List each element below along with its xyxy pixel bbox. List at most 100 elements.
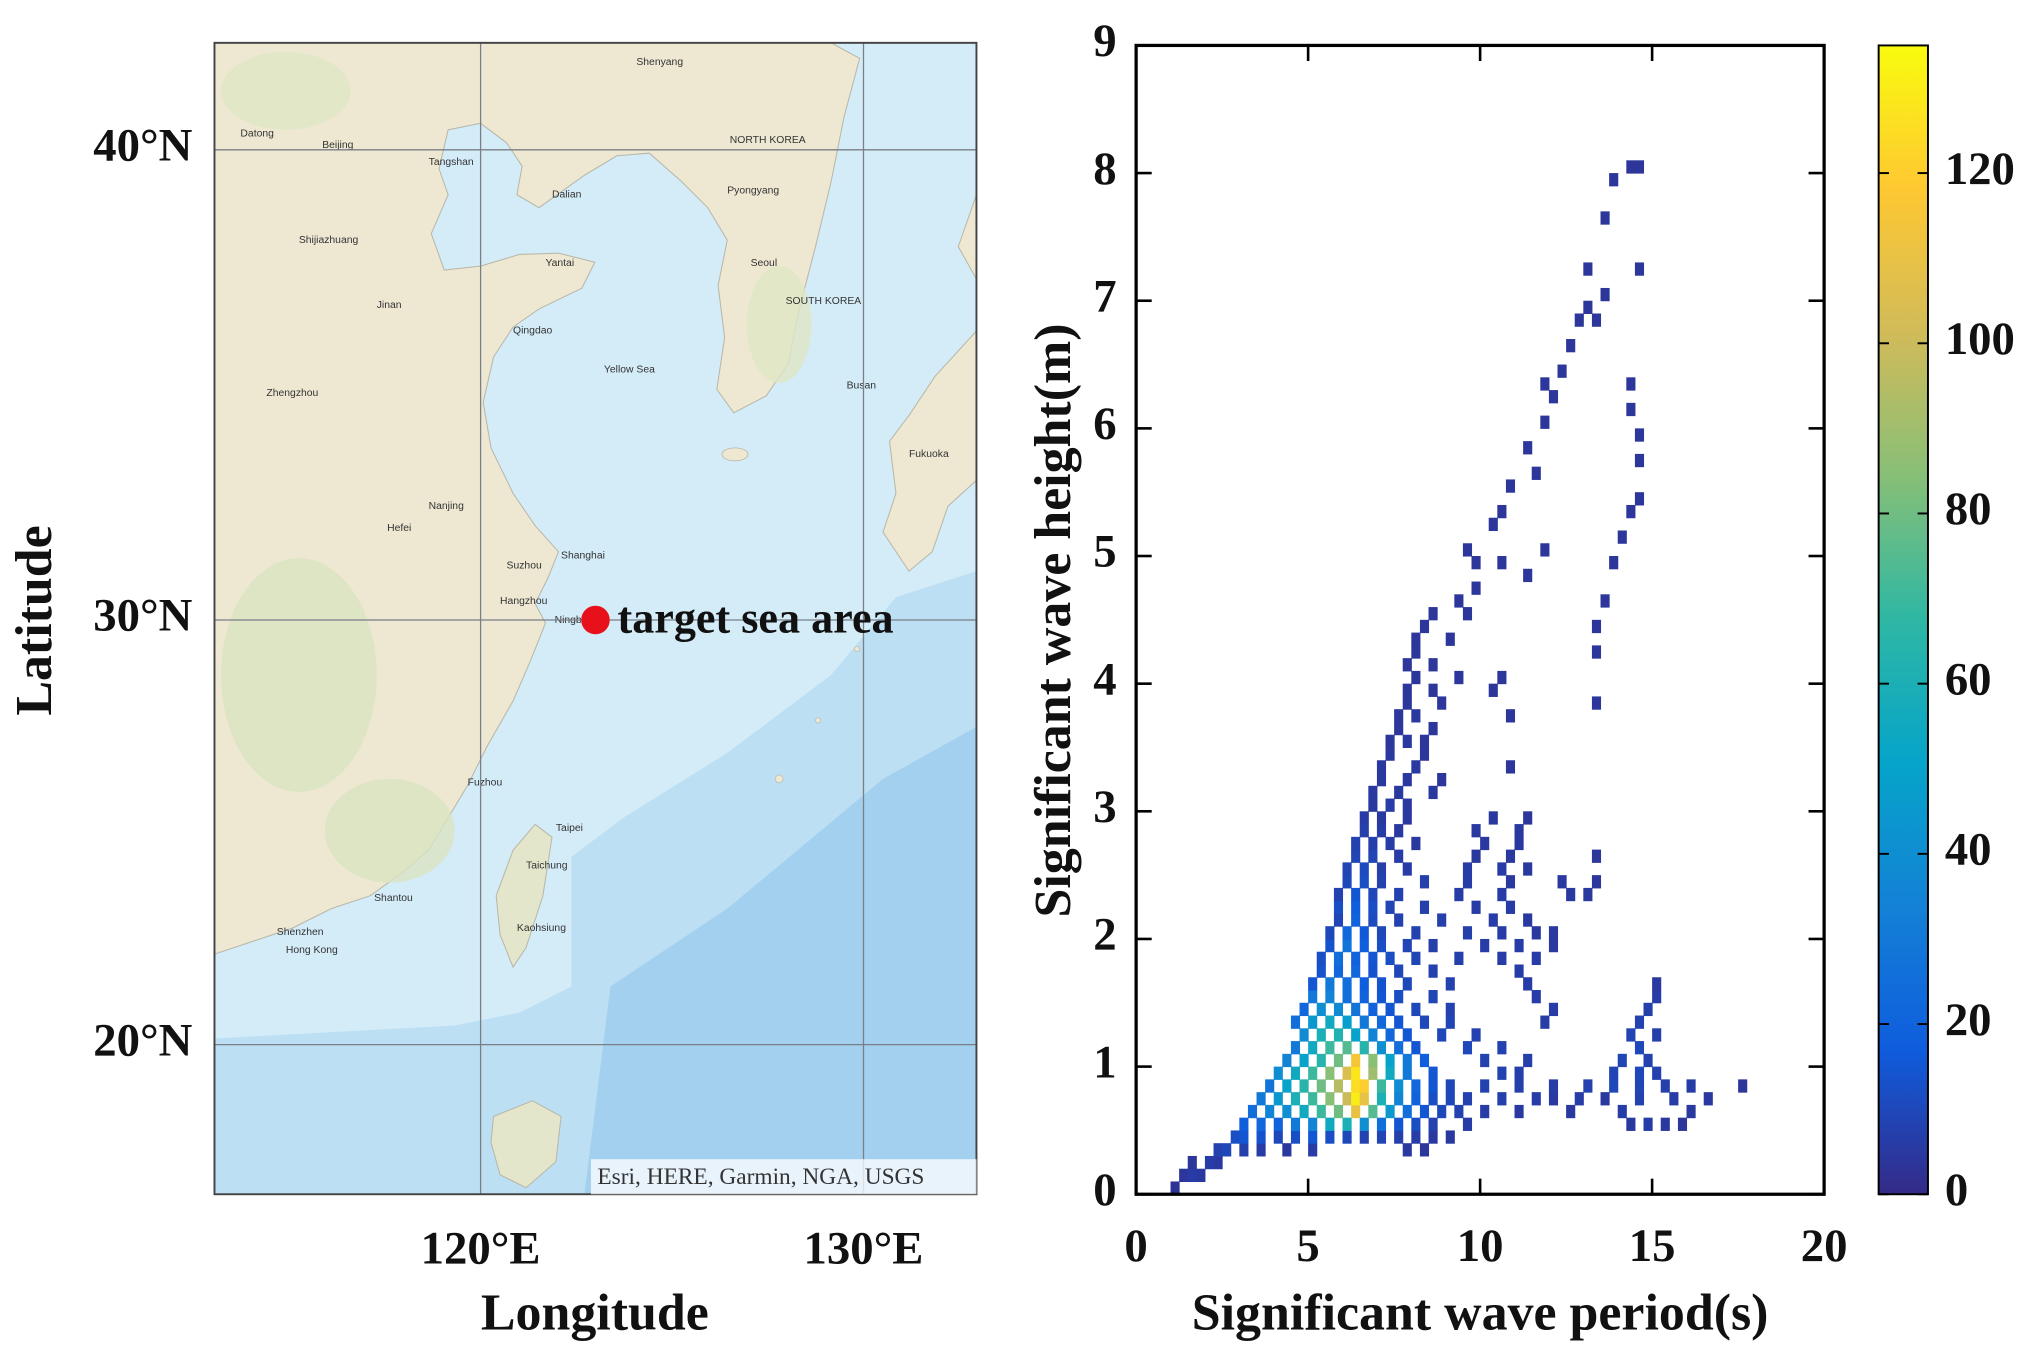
place-label: Shijiazhuang: [299, 235, 359, 246]
colorbar-tick-label: 0: [1945, 1164, 1968, 1216]
bin-cell: [1308, 1066, 1318, 1080]
island: [774, 774, 784, 784]
bin-cell: [1634, 262, 1645, 276]
bin-cell: [1273, 1092, 1283, 1106]
bin-cell: [1256, 1092, 1266, 1106]
bin-cell: [1462, 1117, 1473, 1131]
bin-cell: [1634, 492, 1645, 506]
bin-cell: [1325, 938, 1335, 953]
x-axis-label: Longitude: [481, 1284, 709, 1341]
bin-cell: [1428, 1092, 1438, 1106]
bin-cell: [1368, 1028, 1378, 1042]
bin-cell: [1342, 1117, 1352, 1131]
bin-cell: [1342, 1041, 1352, 1055]
bin-cell: [1428, 785, 1438, 800]
bin-cell: [1368, 1066, 1378, 1080]
bin-cell: [1419, 900, 1430, 914]
bin-cell: [1376, 938, 1387, 953]
y-tick-label: 4: [1093, 653, 1116, 705]
bin-cell: [1394, 1117, 1404, 1131]
bin-cell: [1351, 1053, 1361, 1068]
bin-cell: [1540, 1015, 1550, 1029]
bin-cell: [1497, 887, 1507, 902]
bin-cell: [1583, 1079, 1593, 1093]
bin-cell: [1617, 530, 1627, 544]
place-label: SOUTH KOREA: [786, 296, 862, 307]
bin-cell: [1385, 747, 1395, 761]
bin-cell: [1351, 1066, 1361, 1080]
bin-cell: [1394, 709, 1404, 723]
bin-cell: [1394, 1041, 1404, 1055]
y-tick-label: 5: [1093, 526, 1116, 578]
bin-cell: [1308, 977, 1318, 991]
bin-cell: [1411, 1002, 1421, 1017]
bin-cell: [1462, 926, 1473, 940]
bin-cell: [1368, 964, 1378, 978]
bin-cell: [1497, 1066, 1507, 1080]
bin-cell: [1660, 1117, 1670, 1131]
bin-cell: [1187, 1168, 1197, 1183]
place-label: Shantou: [374, 893, 413, 904]
bin-cell: [1351, 1104, 1361, 1119]
bin-cell: [1359, 1079, 1369, 1093]
bin-cell: [1548, 938, 1559, 953]
x-tick-label: 120°E: [421, 1222, 541, 1274]
bin-cell: [1239, 1143, 1249, 1157]
bin-cell: [1273, 1130, 1283, 1144]
bin-cell: [1359, 938, 1369, 953]
bin-cell: [1531, 1092, 1541, 1106]
bin-cell: [1609, 1066, 1619, 1080]
bin-cell: [1591, 313, 1602, 327]
bin-cell: [1531, 466, 1541, 480]
bin-cell: [1394, 785, 1404, 800]
bin-cell: [1316, 1028, 1326, 1042]
bin-cell: [1368, 887, 1378, 902]
y-tick-label: 40°N: [93, 120, 192, 172]
bin-cell: [1428, 964, 1438, 978]
y-tick-label: 20°N: [93, 1014, 192, 1066]
place-label: Beijing: [322, 140, 353, 151]
place-label: Datong: [240, 128, 274, 139]
bin-cell: [1497, 1041, 1507, 1055]
bin-cell: [1600, 211, 1610, 225]
place-label: Jinan: [377, 300, 402, 311]
bin-cell: [1376, 862, 1387, 876]
bin-cell: [1566, 339, 1576, 353]
bin-cell: [1686, 1079, 1696, 1093]
bin-cell: [1531, 926, 1541, 940]
taiwan: [495, 823, 553, 969]
bin-cell: [1342, 1130, 1352, 1144]
bin-cell: [1402, 696, 1412, 710]
bin-cell: [1523, 441, 1533, 455]
bin-cell: [1419, 875, 1430, 889]
bin-cell: [1213, 1155, 1223, 1170]
attribution-box: [590, 1159, 977, 1195]
bin-cell: [1652, 990, 1662, 1004]
bin-cell: [1531, 951, 1541, 966]
bin-cell: [1394, 1092, 1404, 1106]
bin-cell: [1368, 1002, 1378, 1017]
annotation: target sea area: [618, 594, 894, 643]
bin-cell: [1351, 1092, 1361, 1106]
bin-cell: [1428, 658, 1438, 672]
bin-cell: [1634, 1015, 1645, 1029]
bin-cell: [1600, 287, 1610, 302]
bin-cell: [1505, 760, 1516, 774]
bin-cell: [1394, 849, 1404, 863]
bin-cell: [1480, 1053, 1490, 1068]
bin-cell: [1428, 938, 1438, 953]
colorbar-tick-label: 60: [1945, 653, 1992, 705]
bin-cell: [1342, 1092, 1352, 1106]
bin-cell: [1394, 1079, 1404, 1093]
bin-cell: [1368, 900, 1378, 914]
bin-cell: [1273, 1066, 1283, 1080]
bin-cell: [1523, 913, 1533, 927]
bin-cell: [1454, 594, 1464, 608]
bin-cell: [1376, 1079, 1387, 1093]
bin-cell: [1351, 1079, 1361, 1093]
bin-cell: [1454, 887, 1464, 902]
bin-cell: [1488, 683, 1498, 697]
bin-cell: [1634, 1079, 1645, 1093]
colorbar-tick-label: 80: [1945, 483, 1992, 535]
hainan: [490, 1100, 562, 1189]
